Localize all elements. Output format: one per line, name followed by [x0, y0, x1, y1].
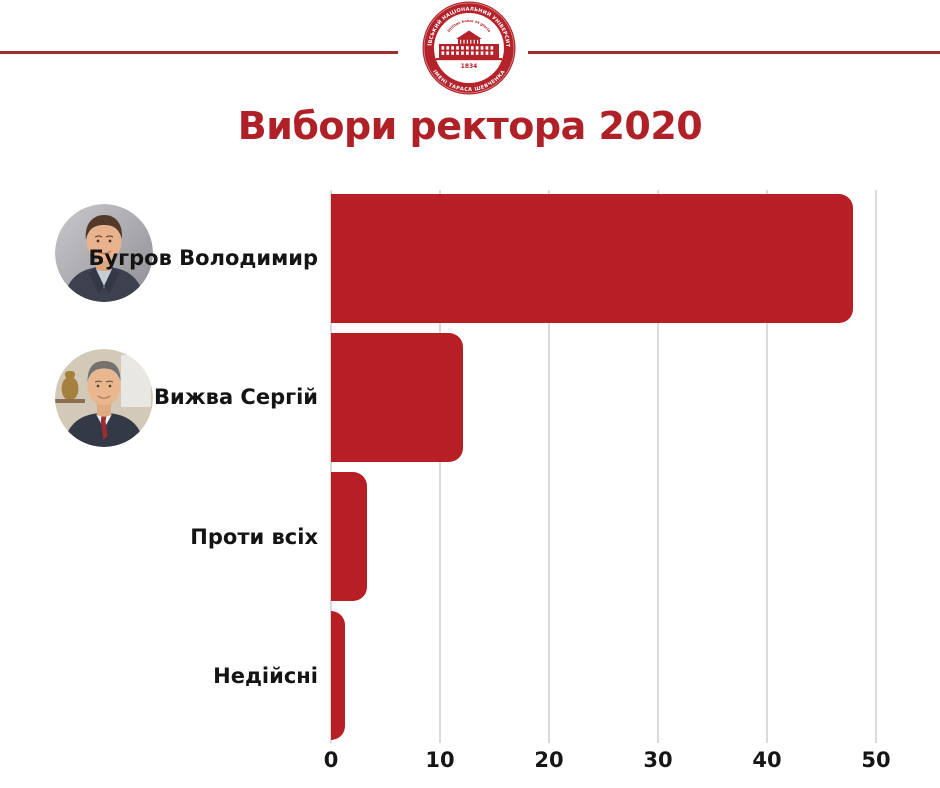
bar [331, 333, 463, 462]
gridlines-layer [330, 190, 884, 743]
gridline [875, 190, 877, 743]
x-tick-label: 0 [323, 748, 339, 772]
x-tick-label: 20 [534, 748, 564, 772]
gridline [766, 190, 768, 743]
x-tick-label: 50 [861, 748, 891, 772]
gridline [439, 190, 441, 743]
category-label: Вижва Сергій [154, 385, 318, 409]
category-label: Бугров Володимир [88, 246, 318, 270]
gridline [330, 190, 332, 743]
category-label: Недійсні [213, 664, 318, 688]
header-rule-left [0, 51, 398, 54]
x-tick-label: 10 [425, 748, 455, 772]
x-tick-label: 30 [643, 748, 673, 772]
bar [331, 472, 367, 601]
gridline [548, 190, 550, 743]
category-label: Проти всіх [190, 525, 318, 549]
gridline [657, 190, 659, 743]
x-axis: 0 10 20 30 40 50 [324, 748, 891, 778]
seal-year-text: 1834 [461, 63, 478, 70]
page-title: Вибори ректора 2020 [237, 104, 703, 148]
x-tick-label: 40 [752, 748, 782, 772]
bar [331, 611, 346, 740]
avatar-buhrov-volodymyr [55, 204, 153, 302]
bars-layer [331, 190, 884, 743]
plot-area [330, 190, 884, 743]
bar [331, 194, 854, 323]
header-rule-right [528, 51, 940, 54]
university-seal-icon: КИЇВСЬКИЙ НАЦІОНАЛЬНИЙ УНІВЕРСИТЕТ ІМЕНІ… [422, 1, 516, 95]
